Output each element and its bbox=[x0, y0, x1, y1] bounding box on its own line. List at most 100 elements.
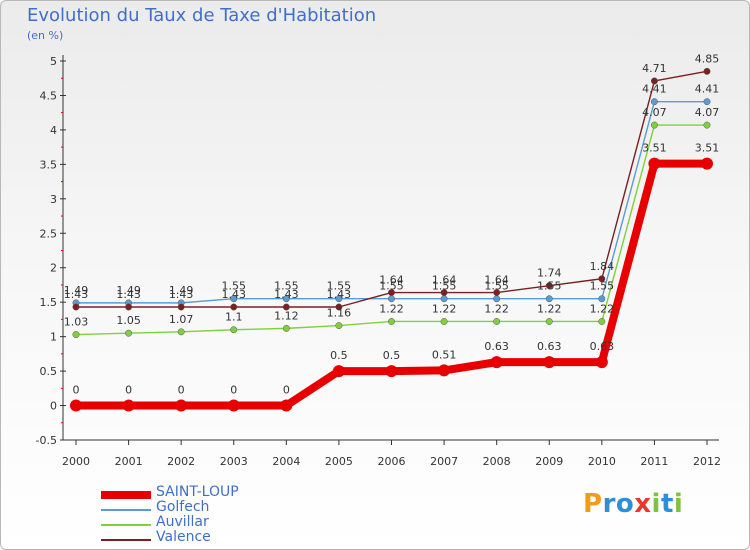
data-point-valence bbox=[703, 67, 711, 75]
logo-letter: x bbox=[634, 489, 652, 519]
data-point-saint-loup bbox=[543, 356, 556, 369]
data-point-auvillar bbox=[230, 326, 238, 334]
data-point-auvillar bbox=[125, 329, 133, 337]
data-label-golfech: 1.55 bbox=[222, 280, 247, 293]
data-point-auvillar bbox=[650, 121, 658, 129]
y-tick-label: 3.5 bbox=[40, 158, 58, 171]
data-point-golfech bbox=[440, 295, 448, 303]
logo-letter: P bbox=[583, 489, 603, 519]
x-tick-label: 2012 bbox=[693, 455, 721, 468]
data-label-auvillar: 1.22 bbox=[537, 302, 562, 315]
logo-letter: i bbox=[673, 489, 684, 519]
data-label-saint-loup: 0 bbox=[283, 384, 290, 397]
x-tick-label: 2008 bbox=[483, 455, 511, 468]
data-label-golfech: 4.41 bbox=[642, 83, 667, 96]
data-label-valence: 1.64 bbox=[432, 274, 457, 287]
data-point-saint-loup bbox=[227, 399, 240, 412]
legend-swatch-valence bbox=[101, 539, 151, 541]
data-point-saint-loup bbox=[122, 399, 135, 412]
data-label-auvillar: 1.03 bbox=[64, 316, 89, 329]
data-point-saint-loup bbox=[280, 399, 293, 412]
x-tick-label: 2007 bbox=[430, 455, 458, 468]
chart-subtitle: (en %) bbox=[27, 29, 64, 42]
y-tick-label: 1.5 bbox=[40, 296, 58, 309]
data-point-saint-loup bbox=[648, 157, 661, 170]
data-label-valence: 1.64 bbox=[379, 274, 404, 287]
data-label-valence: 1.43 bbox=[222, 288, 247, 301]
data-label-auvillar: 1.1 bbox=[225, 311, 243, 324]
data-point-saint-loup bbox=[595, 356, 608, 369]
data-label-saint-loup: 0.63 bbox=[590, 340, 615, 353]
data-label-golfech: 1.49 bbox=[116, 284, 141, 297]
legend-label-valence: Valence bbox=[156, 529, 211, 545]
data-point-golfech bbox=[650, 98, 658, 106]
data-label-valence: 4.71 bbox=[642, 62, 667, 75]
x-tick-label: 2009 bbox=[535, 455, 563, 468]
data-label-saint-loup: 0 bbox=[73, 384, 80, 397]
data-point-golfech bbox=[335, 295, 343, 303]
data-point-valence bbox=[282, 303, 290, 311]
data-label-saint-loup: 0.51 bbox=[432, 348, 457, 361]
data-label-valence: 1.43 bbox=[274, 288, 299, 301]
data-point-auvillar bbox=[545, 318, 553, 325]
data-label-valence: 1.43 bbox=[327, 288, 352, 301]
data-label-saint-loup: 0 bbox=[230, 384, 237, 397]
y-tick-label: 0.5 bbox=[40, 365, 58, 378]
y-tick-label: 4.5 bbox=[40, 89, 58, 102]
logo-letter: o bbox=[615, 489, 635, 519]
data-label-auvillar: 1.12 bbox=[274, 309, 299, 322]
data-point-saint-loup bbox=[175, 399, 188, 412]
data-label-golfech: 1.55 bbox=[274, 280, 299, 293]
y-tick-label: 0 bbox=[50, 400, 57, 413]
x-tick-label: 2001 bbox=[115, 455, 143, 468]
legend-swatch-auvillar bbox=[101, 524, 151, 526]
data-label-valence: 4.85 bbox=[695, 52, 720, 65]
data-point-auvillar bbox=[440, 318, 448, 325]
y-tick-label: 3 bbox=[50, 193, 57, 206]
data-point-valence bbox=[440, 289, 448, 296]
data-label-golfech: 1.55 bbox=[590, 280, 615, 293]
legend-label-saint-loup: SAINT-LOUP bbox=[156, 484, 239, 500]
data-point-golfech bbox=[493, 295, 501, 303]
data-label-golfech: 4.41 bbox=[695, 83, 720, 96]
y-tick-label: 4 bbox=[50, 124, 57, 137]
data-label-valence: 1.43 bbox=[169, 288, 194, 301]
data-point-saint-loup bbox=[490, 356, 503, 369]
x-tick-label: 2006 bbox=[378, 455, 406, 468]
data-label-saint-loup: 3.51 bbox=[642, 142, 667, 155]
y-tick-label: -0.5 bbox=[36, 434, 57, 447]
data-point-auvillar bbox=[493, 318, 501, 325]
data-label-saint-loup: 0.5 bbox=[330, 349, 348, 362]
data-label-golfech: 1.55 bbox=[432, 280, 457, 293]
logo-letter: t bbox=[660, 489, 674, 519]
data-point-valence bbox=[230, 303, 238, 311]
y-tick-label: 2 bbox=[50, 262, 57, 275]
legend-swatch-golfech bbox=[101, 509, 151, 511]
data-label-valence: 1.64 bbox=[484, 274, 509, 287]
x-tick-label: 2005 bbox=[325, 455, 353, 468]
data-label-saint-loup: 0 bbox=[125, 384, 132, 397]
data-point-auvillar bbox=[72, 331, 80, 339]
data-point-valence bbox=[493, 289, 501, 296]
data-label-auvillar: 1.22 bbox=[379, 302, 404, 315]
data-label-valence: 1.74 bbox=[537, 267, 562, 280]
data-point-valence bbox=[177, 303, 185, 311]
legend-swatch-saint-loup bbox=[101, 491, 151, 499]
data-point-golfech bbox=[282, 295, 290, 303]
data-label-saint-loup: 3.51 bbox=[695, 142, 720, 155]
data-label-saint-loup: 0.5 bbox=[383, 349, 401, 362]
data-label-saint-loup: 0 bbox=[178, 384, 185, 397]
y-tick-label: 1 bbox=[50, 331, 57, 344]
proxiti-logo: Proxiti bbox=[583, 489, 683, 519]
x-tick-label: 2010 bbox=[588, 455, 616, 468]
data-label-auvillar: 1.22 bbox=[590, 302, 615, 315]
data-point-valence bbox=[72, 303, 80, 311]
data-point-golfech bbox=[388, 295, 395, 303]
data-label-auvillar: 1.07 bbox=[169, 313, 194, 326]
data-point-golfech bbox=[230, 295, 238, 303]
data-point-golfech bbox=[703, 98, 711, 106]
data-point-auvillar bbox=[177, 328, 185, 336]
data-label-auvillar: 4.07 bbox=[642, 106, 667, 119]
data-label-golfech: 1.49 bbox=[169, 284, 194, 297]
